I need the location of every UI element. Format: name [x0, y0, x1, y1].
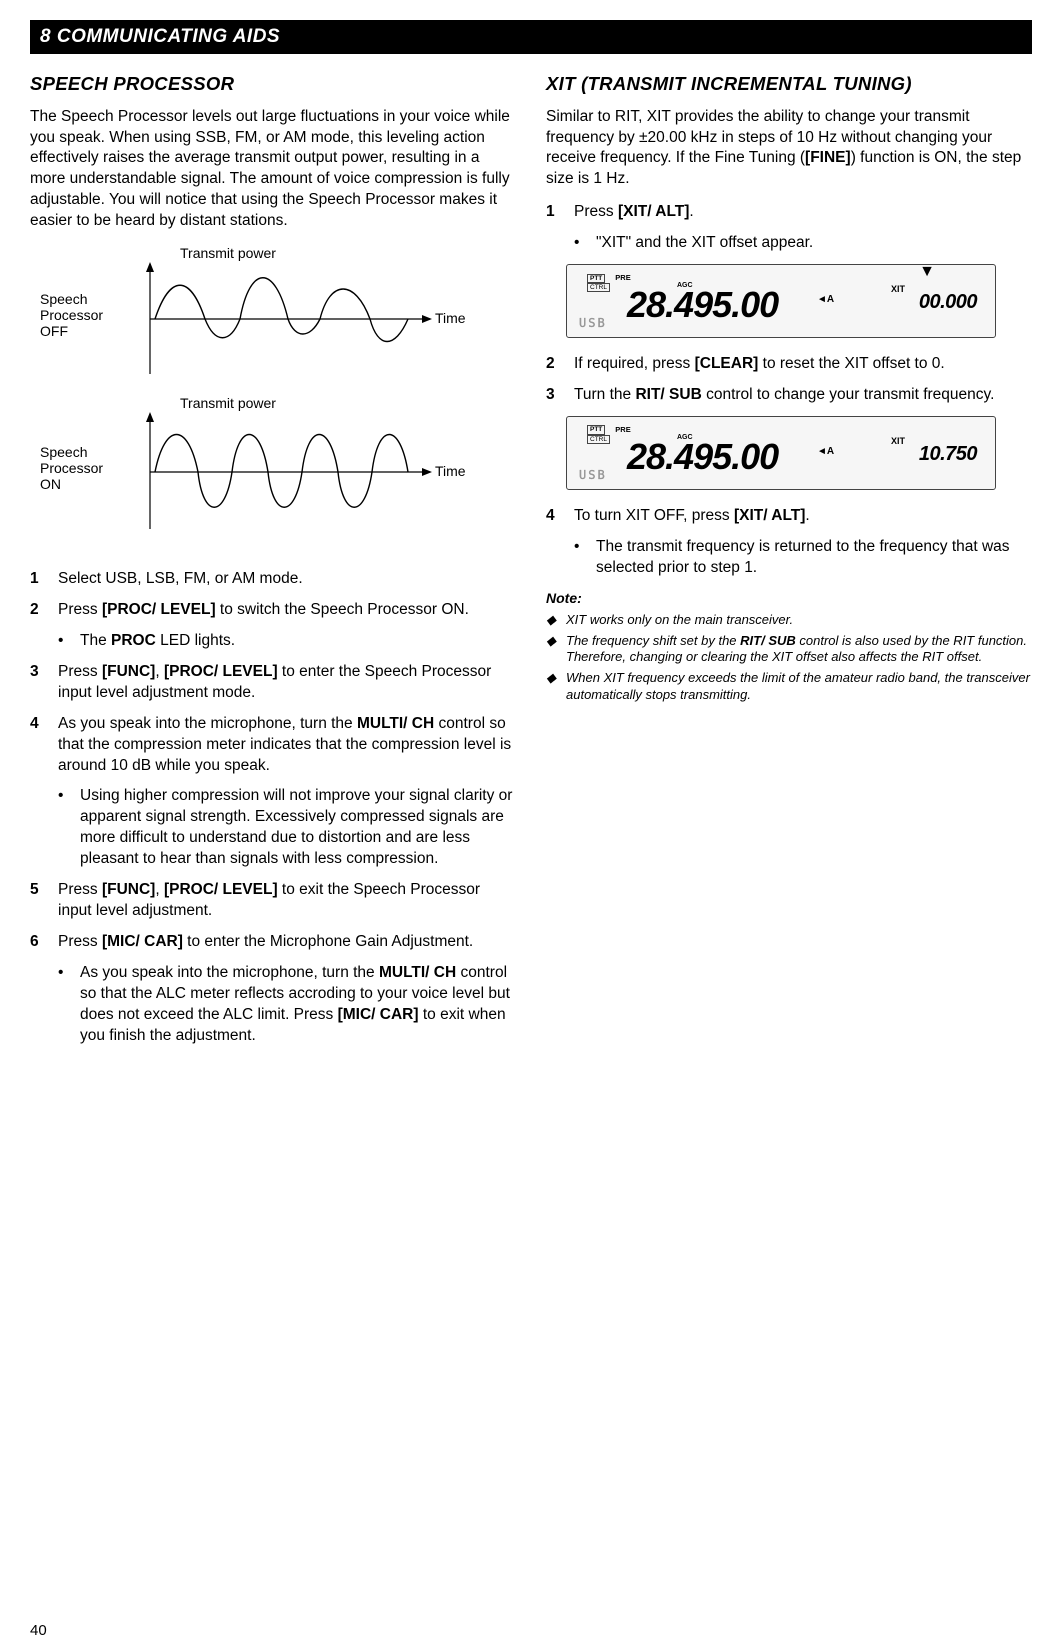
step-2: 2 Press [PROC/ LEVEL] to switch the Spee… [30, 600, 516, 621]
step-text: Turn the RIT/ SUB control to change your… [574, 385, 1032, 406]
diagram-label-power-2: Transmit power [180, 395, 276, 411]
wave-off [155, 278, 408, 342]
display-indicators: PTT PRE [587, 273, 631, 283]
down-arrow-icon: ▼ [919, 261, 935, 283]
ptt-badge: PTT [587, 425, 605, 434]
step-number: 6 [30, 932, 58, 953]
step-text: Press [FUNC], [PROC/ LEVEL] to exit the … [58, 880, 516, 922]
vfo-a-indicator: ◄A [817, 445, 834, 459]
bullet-icon: • [574, 233, 596, 254]
bullet-icon: • [58, 786, 80, 870]
step-text: Press [FUNC], [PROC/ LEVEL] to enter the… [58, 662, 516, 704]
step-3: 3 Turn the RIT/ SUB control to change yo… [546, 385, 1032, 406]
display-indicators: PTT PRE [587, 425, 631, 435]
right-column: XIT (TRANSMIT INCREMENTAL TUNING) Simila… [546, 72, 1032, 1057]
diagram-label-power-1: Transmit power [180, 245, 276, 261]
step-text: As you speak into the microphone, turn t… [58, 714, 516, 777]
xit-value: 10.750 [919, 441, 977, 468]
bullet-text: The transmit frequency is returned to th… [596, 537, 1032, 579]
frequency-display: 28.495.00 [627, 281, 778, 330]
step-3: 3 Press [FUNC], [PROC/ LEVEL] to enter t… [30, 662, 516, 704]
bullet-icon: • [58, 963, 80, 1047]
step-1: 1 Select USB, LSB, FM, or AM mode. [30, 569, 516, 590]
step-number: 1 [30, 569, 58, 590]
step-bullet: • As you speak into the microphone, turn… [58, 963, 516, 1047]
step-number: 4 [546, 506, 574, 527]
note-item: ◆ When XIT frequency exceeds the limit o… [546, 670, 1032, 704]
step-4: 4 To turn XIT OFF, press [XIT/ ALT]. [546, 506, 1032, 527]
bullet-text: The PROC LED lights. [80, 631, 235, 652]
lcd-display: ▼ PTT PRE CTRL AGC USB 28.495.00 ◄A XIT … [566, 264, 996, 338]
speech-processor-title: SPEECH PROCESSOR [30, 72, 516, 97]
bullet-text: Using higher compression will not improv… [80, 786, 516, 870]
ptt-badge: PTT [587, 274, 605, 283]
step-number: 1 [546, 202, 574, 223]
diagram-label-speech-off: Speech Processor OFF [40, 291, 107, 339]
bullet-text: "XIT" and the XIT offset appear. [596, 233, 813, 254]
left-column: SPEECH PROCESSOR The Speech Processor le… [30, 72, 516, 1057]
step-text: Press [PROC/ LEVEL] to switch the Speech… [58, 600, 516, 621]
speech-processor-intro: The Speech Processor levels out large fl… [30, 107, 516, 233]
lcd-display: PTT PRE CTRL AGC USB 28.495.00 ◄A XIT 10… [566, 416, 996, 490]
diagram-label-speech-on: Speech Processor ON [40, 444, 107, 492]
xit-value: 00.000 [919, 289, 977, 316]
mode-usb: USB [579, 467, 607, 483]
step-number: 3 [546, 385, 574, 406]
bullet-text: As you speak into the microphone, turn t… [80, 963, 516, 1047]
step-text: To turn XIT OFF, press [XIT/ ALT]. [574, 506, 1032, 527]
wave-on [155, 435, 408, 508]
step-number: 4 [30, 714, 58, 777]
transmit-power-diagram: Transmit power Time Speech Processor OFF… [30, 244, 516, 551]
step-bullet: • The PROC LED lights. [58, 631, 516, 652]
step-text: Press [XIT/ ALT]. [574, 202, 1032, 223]
chapter-header: 8 COMMUNICATING AIDS [30, 20, 1032, 54]
step-1: 1 Press [XIT/ ALT]. [546, 202, 1032, 223]
xit-label: XIT [891, 283, 905, 295]
step-bullet: • The transmit frequency is returned to … [574, 537, 1032, 579]
xit-intro: Similar to RIT, XIT provides the ability… [546, 107, 1032, 191]
step-number: 2 [546, 354, 574, 375]
step-bullet: • "XIT" and the XIT offset appear. [574, 233, 1032, 254]
step-text: If required, press [CLEAR] to reset the … [574, 354, 1032, 375]
diagram-label-time-1: Time [435, 310, 466, 326]
page-number: 40 [30, 1621, 47, 1641]
step-number: 5 [30, 880, 58, 922]
note-text: When XIT frequency exceeds the limit of … [566, 670, 1032, 704]
step-number: 3 [30, 662, 58, 704]
xit-title: XIT (TRANSMIT INCREMENTAL TUNING) [546, 72, 1032, 97]
xit-label: XIT [891, 435, 905, 447]
diamond-bullet-icon: ◆ [546, 670, 566, 704]
step-2: 2 If required, press [CLEAR] to reset th… [546, 354, 1032, 375]
step-number: 2 [30, 600, 58, 621]
diamond-bullet-icon: ◆ [546, 612, 566, 629]
bullet-icon: • [58, 631, 80, 652]
ctrl-badge: CTRL [587, 283, 610, 292]
two-column-layout: SPEECH PROCESSOR The Speech Processor le… [30, 72, 1032, 1057]
note-text: XIT works only on the main transceiver. [566, 612, 793, 629]
ctrl-badge: CTRL [587, 435, 610, 444]
frequency-display: 28.495.00 [627, 433, 778, 482]
mode-usb: USB [579, 315, 607, 331]
step-4: 4 As you speak into the microphone, turn… [30, 714, 516, 777]
step-text: Select USB, LSB, FM, or AM mode. [58, 569, 516, 590]
diamond-bullet-icon: ◆ [546, 633, 566, 667]
note-text: The frequency shift set by the RIT/ SUB … [566, 633, 1032, 667]
step-5: 5 Press [FUNC], [PROC/ LEVEL] to exit th… [30, 880, 516, 922]
step-6: 6 Press [MIC/ CAR] to enter the Micropho… [30, 932, 516, 953]
step-bullet: • Using higher compression will not impr… [58, 786, 516, 870]
note-label: Note: [546, 589, 1032, 608]
note-item: ◆ XIT works only on the main transceiver… [546, 612, 1032, 629]
diagram-label-time-2: Time [435, 463, 466, 479]
note-item: ◆ The frequency shift set by the RIT/ SU… [546, 633, 1032, 667]
vfo-a-indicator: ◄A [817, 293, 834, 307]
step-text: Press [MIC/ CAR] to enter the Microphone… [58, 932, 516, 953]
bullet-icon: • [574, 537, 596, 579]
